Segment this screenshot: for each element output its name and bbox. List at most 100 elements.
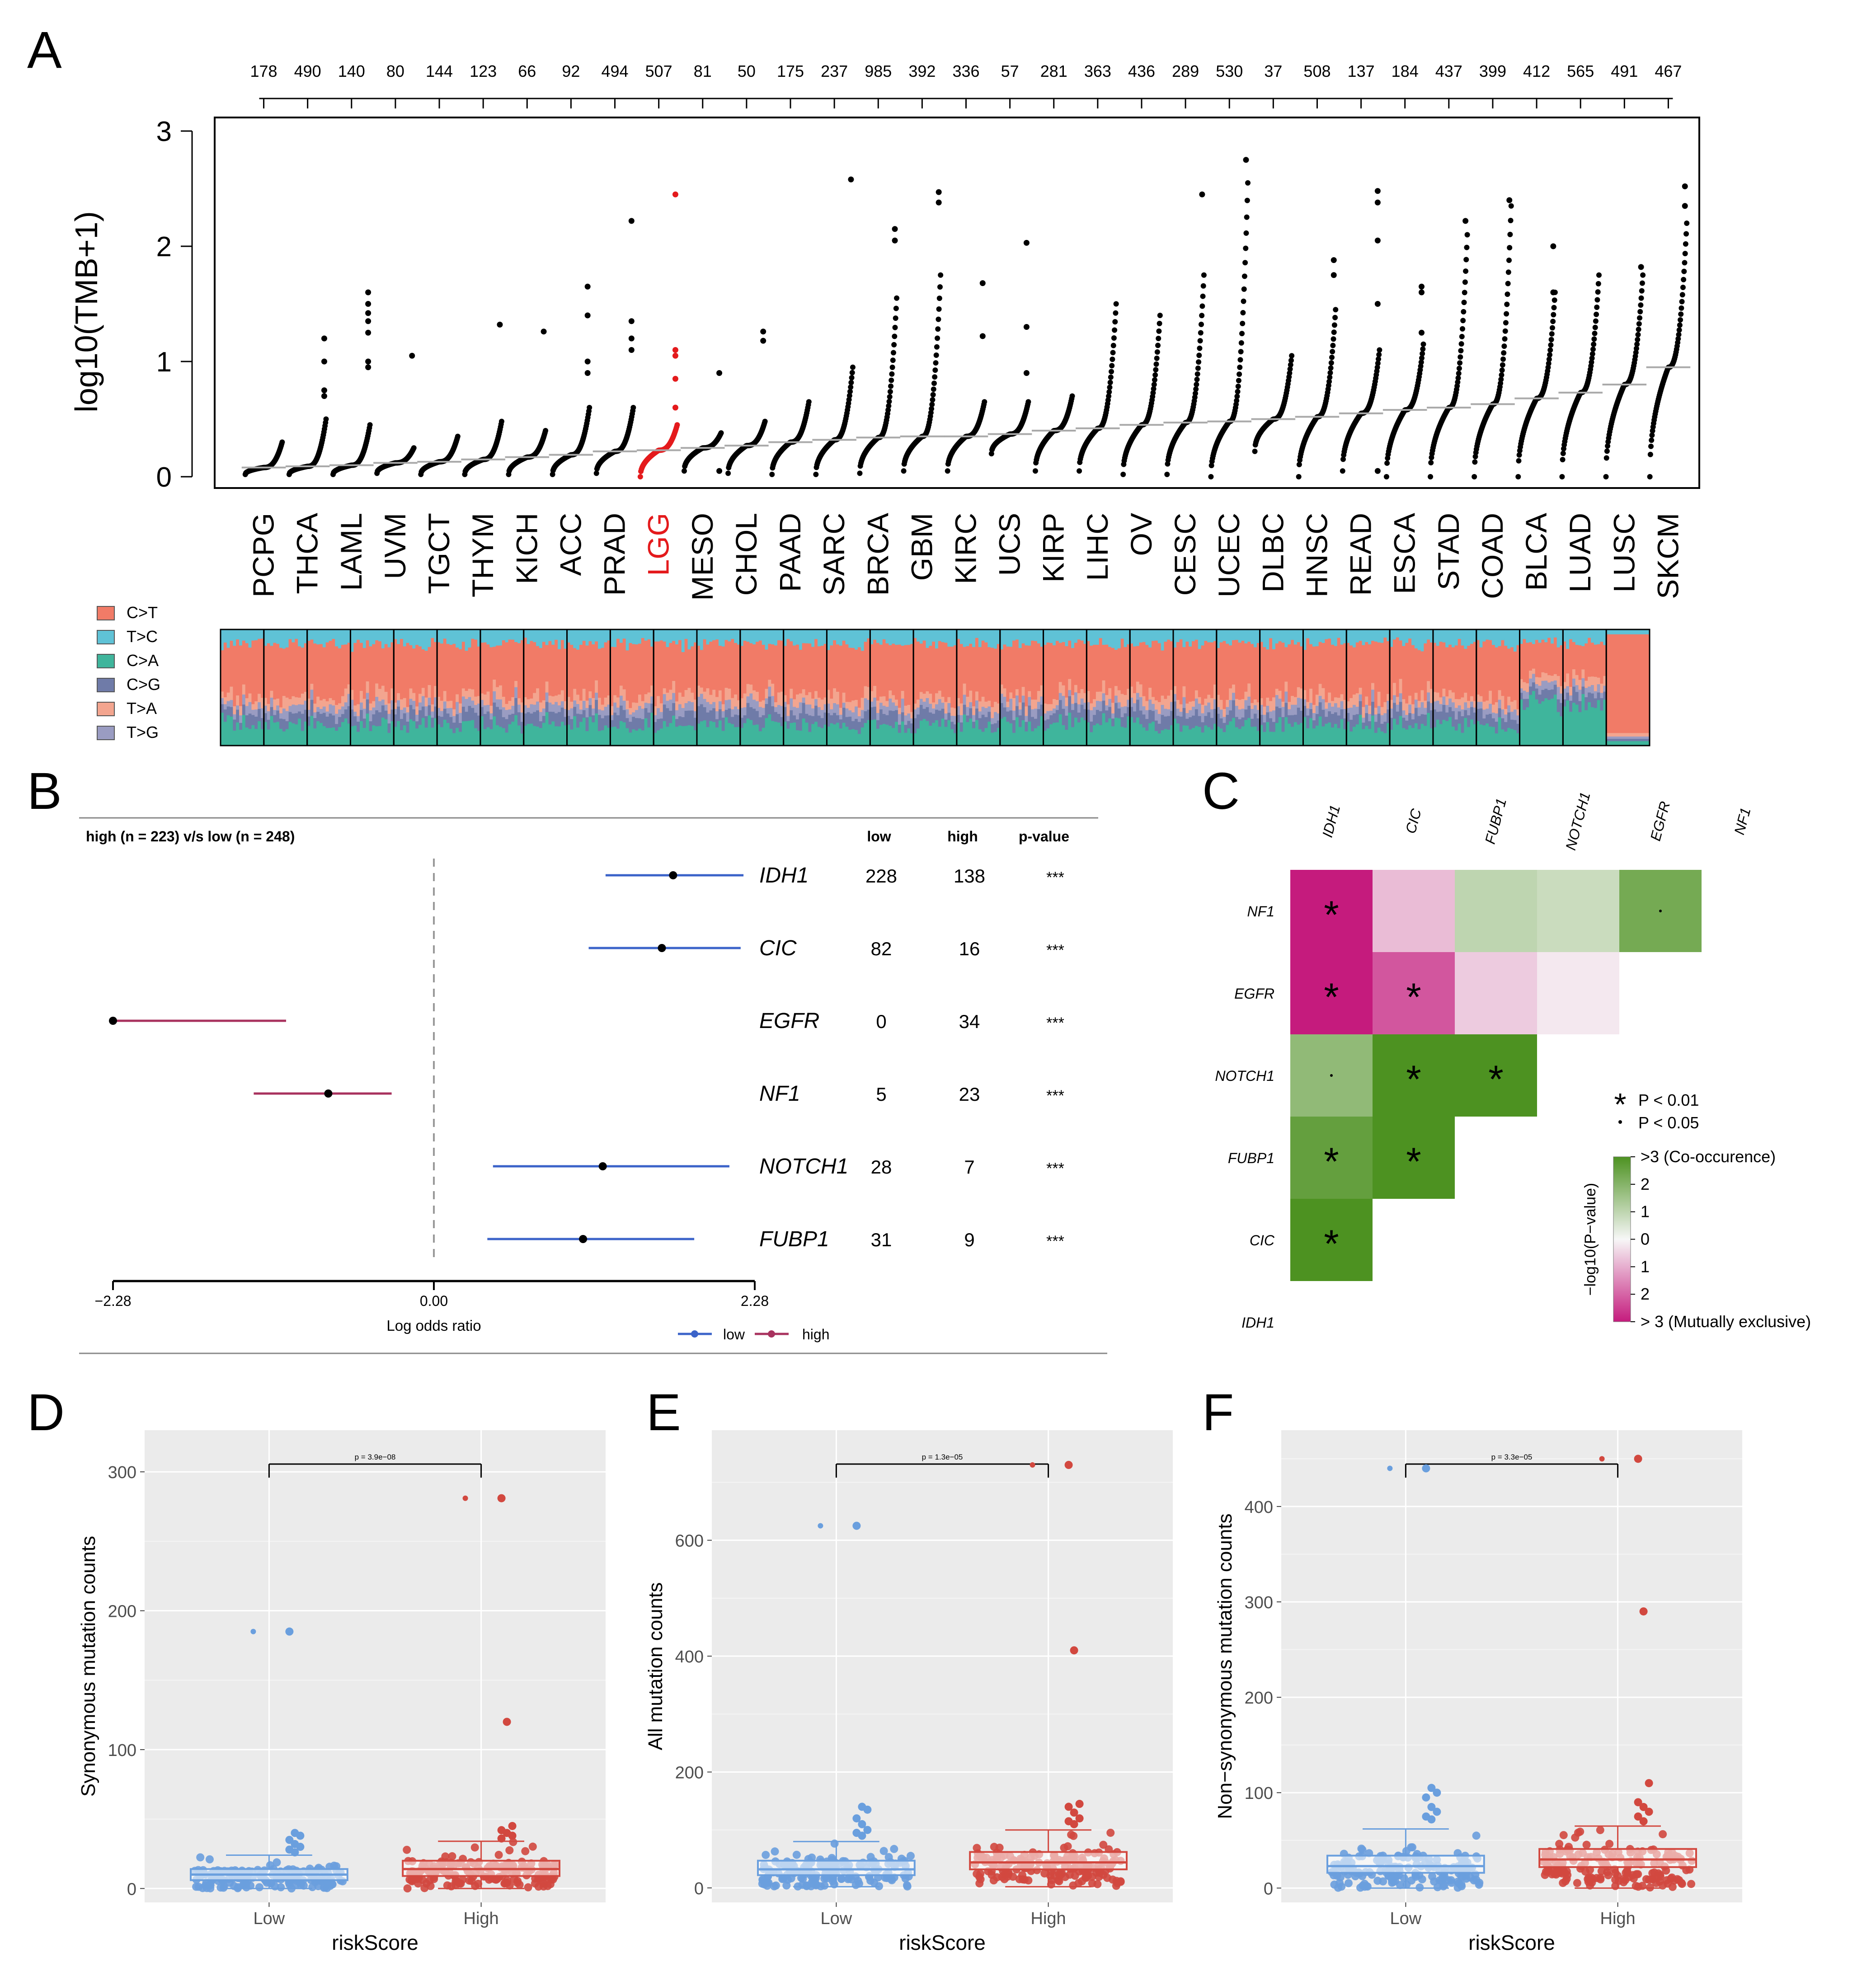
spectra-bar-segment <box>786 721 790 729</box>
spectra-bar-segment <box>984 708 988 717</box>
spectra-bar-segment <box>697 706 701 724</box>
spectra-bar-segment <box>997 629 1001 644</box>
spectra-bar-segment <box>1154 731 1158 746</box>
spectra-bar-segment <box>440 643 444 701</box>
spectra-bar-segment <box>783 629 787 646</box>
spectra-bar-segment <box>1000 649 1004 685</box>
spectra-bar-segment <box>428 685 432 698</box>
spectra-bar-segment <box>434 629 438 642</box>
tmb-outlier-point <box>365 301 371 307</box>
spectra-bar-segment <box>357 721 360 732</box>
tmb-outlier-point <box>1374 188 1381 194</box>
spectra-bar-segment <box>879 702 883 709</box>
spectra-bar-segment <box>1402 728 1406 746</box>
spectra-bar-segment <box>857 707 861 717</box>
spectra-bar-segment <box>1111 726 1115 746</box>
spectra-bar-segment <box>604 629 608 643</box>
spectra-bar-segment <box>991 724 995 733</box>
spectra-bar-segment <box>765 629 769 650</box>
spectra-bar-segment <box>774 707 778 712</box>
tmb-cancer-group <box>857 226 900 476</box>
spectra-bar-segment <box>975 708 979 720</box>
spectra-bar-segment <box>1433 727 1437 746</box>
tmb-outlier-point <box>936 189 942 195</box>
spectra-bar-segment <box>418 702 422 710</box>
spectra-bar-segment <box>610 715 614 720</box>
spectra-bar-segment <box>1031 629 1035 641</box>
tmb-data-point <box>1551 312 1556 318</box>
spectra-bar-segment <box>663 721 667 746</box>
spectra-bar-segment <box>1266 697 1270 706</box>
spectra-bar-segment <box>279 718 283 729</box>
spectra-bar-segment <box>1120 726 1124 746</box>
spectra-bar-segment <box>236 629 240 640</box>
spectra-bar-segment <box>1049 704 1053 711</box>
spectra-bar-segment <box>1130 706 1134 717</box>
tmb-data-point <box>1384 460 1390 466</box>
spectra-bar-segment <box>288 638 292 699</box>
spectra-bar-segment <box>709 721 713 746</box>
spectra-bar-segment <box>530 704 534 714</box>
spectra-bar-segment <box>527 643 531 699</box>
spectra-bar-segment <box>907 704 911 714</box>
spectra-bar-segment <box>1182 629 1186 648</box>
tmb-outlier-point <box>1550 289 1556 296</box>
spectra-bar-segment <box>332 638 336 700</box>
spectra-bar-segment <box>1148 629 1152 648</box>
spectra-bar-segment <box>1021 629 1025 643</box>
spectra-bar-segment <box>836 644 840 692</box>
tmb-data-point <box>1647 451 1653 457</box>
spectra-bar-segment <box>263 629 268 646</box>
spectra-bar-segment <box>350 690 354 700</box>
spectra-bar-segment <box>400 699 404 710</box>
tmb-sample-count: 467 <box>1655 62 1682 80</box>
spectra-bar-segment <box>1247 718 1251 746</box>
tmb-data-point <box>1589 359 1594 365</box>
spectra-bar-segment <box>372 725 376 746</box>
tmb-data-point <box>1507 245 1513 251</box>
spectra-bar-segment <box>687 701 691 711</box>
spectra-bar-segment <box>1251 709 1254 719</box>
spectra-bar-segment <box>1331 644 1335 701</box>
spectra-bar-segment <box>415 644 419 707</box>
tmb-data-point <box>1245 180 1251 186</box>
tmb-data-point <box>1502 328 1508 334</box>
spectra-bar-segment <box>823 697 828 704</box>
spectra-bar-segment <box>536 710 540 727</box>
spectra-bar-segment <box>372 644 376 701</box>
spectra-bar-segment <box>756 629 759 642</box>
spectra-bar-segment <box>675 629 679 644</box>
tmb-cancer-group <box>1164 191 1207 477</box>
spectra-bar-segment <box>786 629 790 639</box>
tmb-cancer-group <box>901 189 944 474</box>
spectra-bar-segment <box>486 691 490 705</box>
tmb-data-point <box>1198 330 1204 336</box>
spectra-bar-segment <box>997 728 1001 746</box>
spectra-bar-segment <box>1349 707 1353 720</box>
spectra-bar-segment <box>1226 714 1230 725</box>
spectra-bar-segment <box>459 713 462 723</box>
spectra-bar-segment <box>1025 629 1029 646</box>
spectra-bar-segment <box>251 725 255 746</box>
spectra-bar-segment <box>650 685 654 697</box>
spectra-bar-segment <box>548 702 552 712</box>
spectra-bar-segment <box>1040 646 1044 685</box>
spectra-bar-segment <box>654 732 658 746</box>
spectra-bar-segment <box>752 699 757 709</box>
spectra-bar-segment <box>963 647 967 684</box>
tmb-data-point <box>1515 474 1521 479</box>
spectra-bar-segment <box>650 629 654 647</box>
tmb-data-point <box>1235 384 1241 390</box>
spectra-bar-segment <box>502 696 506 708</box>
spectra-bar-segment <box>1028 645 1032 691</box>
spectra-bar-segment <box>737 644 741 700</box>
spectra-bar-segment <box>221 691 224 698</box>
spectra-bar-segment <box>700 693 704 704</box>
spectra-bar-segment <box>616 707 620 715</box>
tmb-outlier-point <box>365 364 371 371</box>
spectra-bar-segment <box>1226 629 1230 644</box>
spectra-bar-segment <box>876 720 880 729</box>
spectra-bar-segment <box>1414 648 1418 693</box>
spectra-bar-segment <box>969 702 973 709</box>
spectra-bar-segment <box>301 693 305 705</box>
